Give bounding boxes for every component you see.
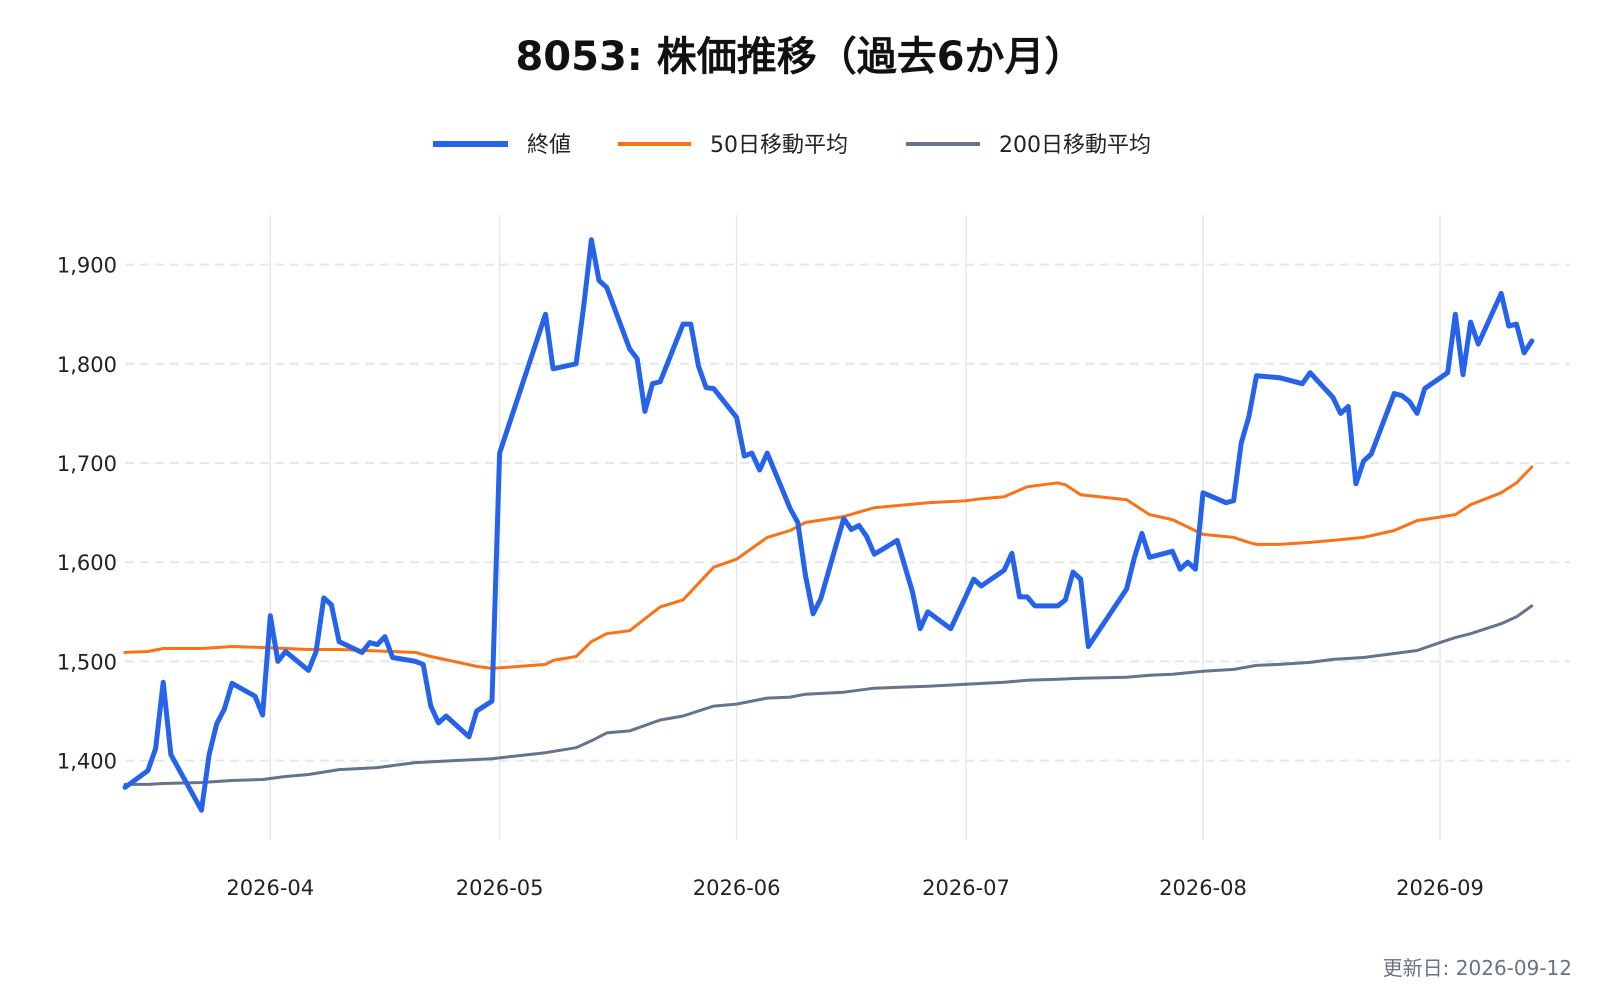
legend-item-ma50: 50日移動平均 [618,133,848,158]
legend-label: 50日移動平均 [710,133,848,158]
x-tick-label: 2026-07 [922,876,1010,900]
y-axis-ticks: 1,400 1,500 1,600 1,700 1,800 1,900 [57,254,117,774]
ma50-line [123,465,1534,670]
y-tick-label: 1,700 [57,452,117,476]
legend-label: 終値 [527,133,571,158]
chart-legend: 終値 50日移動平均 200日移動平均 [433,133,1151,158]
y-tick-label: 1,800 [57,353,117,377]
x-tick-label: 2026-05 [456,876,544,900]
footer-updated-date: 更新日: 2026-09-12 [1383,956,1572,980]
y-gridlines [125,263,1570,762]
y-tick-label: 1,900 [57,254,117,278]
legend-item-close: 終値 [433,133,571,158]
x-tick-label: 2026-08 [1159,876,1247,900]
y-tick-label: 1,600 [57,551,117,575]
y-tick-label: 1,400 [57,750,117,774]
x-tick-label: 2026-09 [1396,876,1484,900]
legend-item-ma200: 200日移動平均 [906,133,1151,158]
ma200-line [123,604,1534,786]
x-tick-label: 2026-06 [693,876,781,900]
close-price-line [122,237,1535,813]
y-tick-label: 1,500 [57,650,117,674]
x-axis-ticks: 2026-04 2026-05 2026-06 2026-07 2026-08 2026-… [226,876,1484,900]
chart-title: 8053: 株価推移（過去6か月） [515,34,1084,80]
series-lines [122,237,1535,813]
x-tick-label: 2026-04 [226,876,314,900]
legend-label: 200日移動平均 [999,133,1151,158]
